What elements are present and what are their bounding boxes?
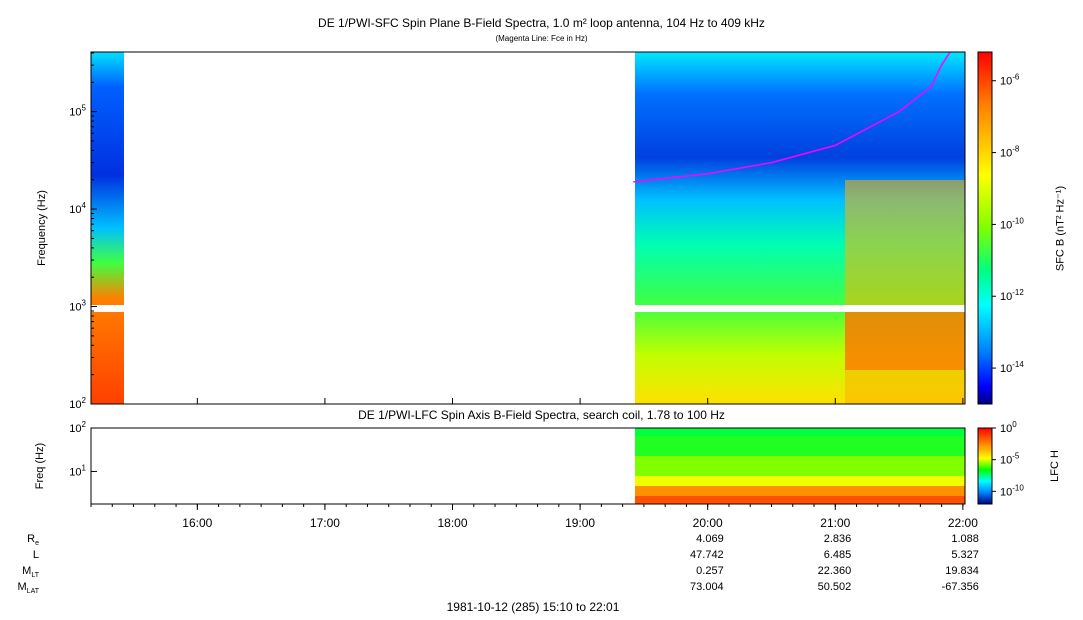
lfc-band bbox=[635, 496, 965, 504]
ephemeris-value: 47.742 bbox=[690, 549, 724, 561]
ephemeris-value: 6.485 bbox=[823, 549, 852, 561]
time-range-footer: 1981-10-12 (285) 15:10 to 22:01 bbox=[446, 600, 620, 614]
colorbar-upper bbox=[977, 51, 993, 405]
colorbar-tick-label-lower: 10-5 bbox=[1000, 452, 1020, 467]
y-tick-label-upper: 104 bbox=[69, 201, 86, 216]
ephemeris-label-mlat: MLAT bbox=[17, 581, 40, 596]
y-tick-label-upper: 103 bbox=[69, 299, 86, 314]
emission-patch-low bbox=[845, 310, 965, 370]
axes: 16:00 17:00 18:00 19:00 20:00 21:00 22:00 102 10… bbox=[69, 52, 1024, 530]
lower-plot-frame bbox=[90, 427, 966, 505]
ephemeris-value: 0.257 bbox=[696, 565, 724, 577]
x-tick-label: 17:00 bbox=[310, 516, 340, 530]
y-tick-label-upper: 105 bbox=[69, 104, 86, 119]
colorbar-tick-label-upper: 10-12 bbox=[1000, 288, 1024, 303]
ephemeris-label-re: Re bbox=[27, 533, 39, 548]
ephemeris-value: -67.356 bbox=[941, 581, 979, 593]
colorbar-lower bbox=[977, 427, 993, 505]
ephemeris-value: 4.069 bbox=[696, 533, 724, 545]
lfc-band bbox=[635, 428, 965, 436]
colorbar-tick-label-upper: 10-6 bbox=[1000, 73, 1020, 88]
ephemeris-label-mlt: MLT bbox=[22, 565, 39, 580]
y-tick-label-lower: 101 bbox=[69, 463, 86, 478]
ephemeris-value: 5.327 bbox=[951, 549, 979, 561]
ephemeris-value: 22.360 bbox=[817, 565, 852, 577]
y-tick-label-upper: 102 bbox=[69, 396, 86, 411]
chart-subtitle: (Magenta Line: Fce in Hz) bbox=[495, 34, 588, 43]
upper-plot-frame bbox=[90, 51, 966, 405]
lfc-band bbox=[635, 486, 965, 496]
ephemeris-value: 2.836 bbox=[823, 533, 852, 545]
x-tick-label: 18:00 bbox=[437, 516, 467, 530]
colorbar-tick-label-lower: 100 bbox=[1000, 420, 1017, 435]
x-tick-label: 21:00 bbox=[820, 516, 850, 530]
emission-patch bbox=[845, 180, 965, 404]
x-tick-label: 16:00 bbox=[182, 516, 212, 530]
lfc-band bbox=[635, 436, 965, 456]
x-tick-label: 20:00 bbox=[693, 516, 723, 530]
lfc-band bbox=[635, 476, 965, 486]
ephemeris-value: 19.834 bbox=[945, 565, 979, 577]
ephemeris-value: 73.004 bbox=[690, 581, 724, 593]
ephemeris-label-l: L bbox=[32, 549, 39, 561]
lower-chart-title: DE 1/PWI-LFC Spin Axis B-Field Spectra, … bbox=[358, 408, 725, 422]
colorbar-tick-label-upper: 10-14 bbox=[1000, 360, 1024, 375]
ephemeris-value: 50.502 bbox=[817, 581, 852, 593]
data-gap bbox=[124, 52, 635, 404]
colorbar-tick-label-upper: 10-8 bbox=[1000, 145, 1020, 160]
lfc-band bbox=[635, 456, 965, 476]
colorbar-tick-label-lower: 10-10 bbox=[1000, 483, 1024, 498]
y-tick-label-lower: 102 bbox=[69, 420, 86, 435]
ephemeris-value: 1.088 bbox=[951, 533, 979, 545]
spectrogram-segment-left bbox=[91, 52, 124, 404]
colorbar-tick-label-upper: 10-10 bbox=[1000, 216, 1024, 231]
chart-title: DE 1/PWI-SFC Spin Plane B-Field Spectra,… bbox=[318, 16, 765, 30]
x-tick-label: 19:00 bbox=[565, 516, 595, 530]
x-tick-label: 22:00 bbox=[948, 516, 978, 530]
fce-line bbox=[633, 51, 951, 183]
